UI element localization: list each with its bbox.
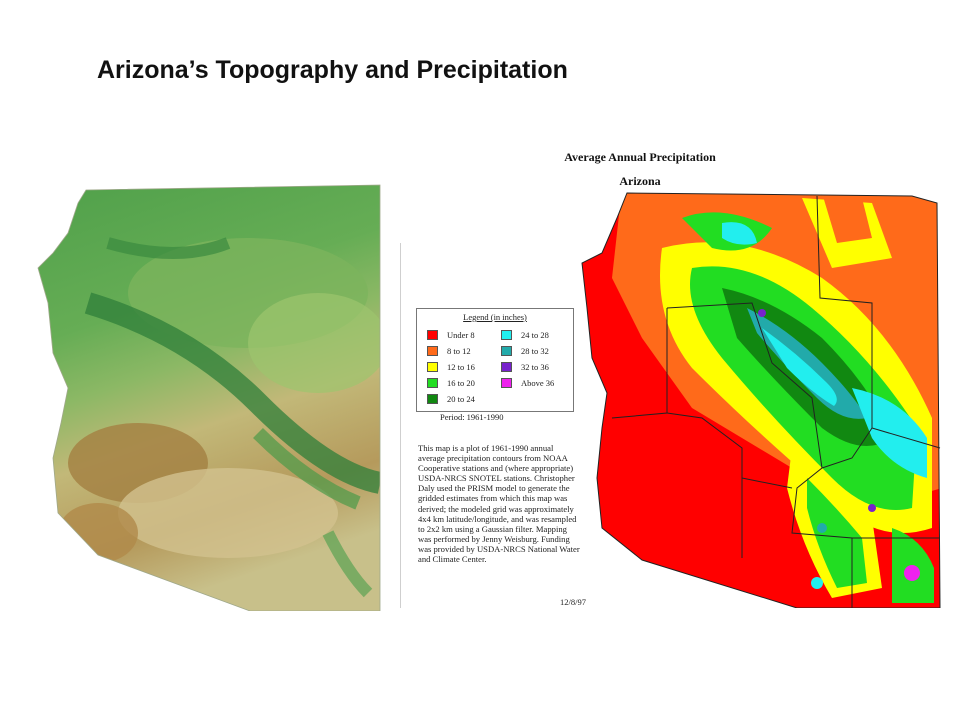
legend-label: 8 to 12: [447, 346, 471, 356]
legend-label: 28 to 32: [521, 346, 549, 356]
legend-label: Above 36: [521, 378, 555, 388]
legend-swatch: [427, 330, 438, 340]
legend-swatch: [427, 378, 438, 388]
precipitation-map-title: Average Annual Precipitation: [564, 150, 716, 164]
legend-swatch: [501, 346, 512, 356]
legend-label: 20 to 24: [447, 394, 475, 404]
map-date: 12/8/97: [560, 597, 586, 607]
map-divider: [400, 243, 401, 608]
legend-swatch: [427, 394, 438, 404]
slide-title: Arizona’s Topography and Precipitation: [97, 56, 568, 84]
topography-map: [37, 184, 381, 611]
precipitation-map: [581, 192, 941, 608]
precipitation-legend: Legend (in inches) Under 8 8 to 12 12 to 1…: [416, 308, 574, 412]
legend-title: Legend (in inches): [463, 312, 527, 322]
map-description: This map is a plot of 1961-1990 annual a…: [418, 443, 580, 565]
legend-label: 24 to 28: [521, 330, 549, 340]
legend-swatch: [427, 346, 438, 356]
legend-swatch: [427, 362, 438, 372]
period-label: Period: 1961-1990: [440, 412, 504, 422]
legend-swatch: [501, 378, 512, 388]
precipitation-map-subtitle: Arizona: [619, 174, 661, 188]
legend-swatch: [501, 330, 512, 340]
legend-label: 32 to 36: [521, 362, 549, 372]
legend-label: Under 8: [447, 330, 475, 340]
legend-swatch: [501, 362, 512, 372]
legend-label: 16 to 20: [447, 378, 475, 388]
legend-label: 12 to 16: [447, 362, 475, 372]
